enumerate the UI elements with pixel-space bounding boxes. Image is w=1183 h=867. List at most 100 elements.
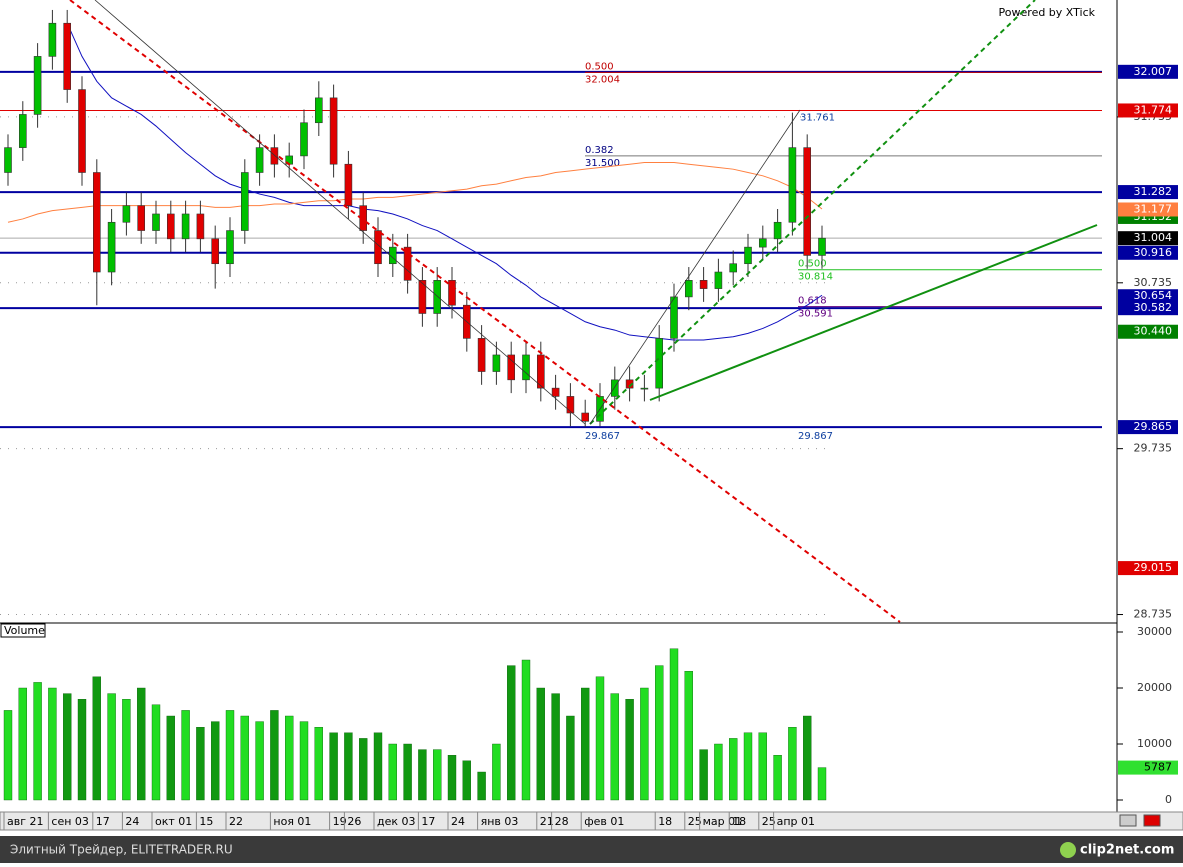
x-tick-label: 15 xyxy=(199,815,213,828)
volume-bar xyxy=(492,743,501,801)
volume-bar xyxy=(521,659,531,801)
volume-bar xyxy=(773,755,782,801)
volume-last-box xyxy=(1118,760,1178,775)
volume-tick-label: 10000 xyxy=(1137,737,1172,750)
candle-body xyxy=(93,172,101,273)
volume-label: Volume xyxy=(4,624,45,637)
x-tick-label: янв 03 xyxy=(481,815,519,828)
candle-body xyxy=(788,147,797,223)
red-trend-line xyxy=(69,0,901,623)
volume-bar xyxy=(63,693,72,801)
candle-body xyxy=(137,205,145,231)
candle-body xyxy=(477,338,486,372)
price-label-box xyxy=(1118,64,1178,79)
volume-bar xyxy=(359,738,368,801)
volume-bar xyxy=(729,738,738,801)
price-label: 31.004 xyxy=(1134,231,1173,244)
volume-bar xyxy=(196,727,205,801)
green-trend-line xyxy=(649,224,1098,401)
volume-bar xyxy=(344,732,353,801)
volume-bar xyxy=(758,732,767,801)
price-label: 32.007 xyxy=(1134,65,1173,78)
x-tick-label: 17 xyxy=(96,815,110,828)
volume-bar xyxy=(536,687,545,801)
price-label-box xyxy=(1118,324,1178,339)
volume-bar xyxy=(595,676,605,801)
x-tick-label: дек 03 xyxy=(377,815,416,828)
point-label: 31.761 xyxy=(800,113,835,124)
volume-tick-label: 20000 xyxy=(1137,681,1172,694)
candle-body xyxy=(314,97,323,124)
volume-bar xyxy=(18,687,27,801)
candle-body xyxy=(551,387,560,397)
x-tick-label: 19 xyxy=(333,815,347,828)
fib-price: 30.591 xyxy=(798,309,833,320)
candle-body xyxy=(758,238,767,248)
price-label-box xyxy=(1118,231,1178,246)
volume-bar xyxy=(285,715,294,801)
x-tick-label: окт 01 xyxy=(155,815,192,828)
x-tick-label: авг 21 xyxy=(7,815,44,828)
black-rally-line xyxy=(589,109,801,425)
x-tick-label: фев 01 xyxy=(584,815,624,828)
point-label: 29.867 xyxy=(798,431,833,442)
candle-body xyxy=(107,221,116,273)
candle-body xyxy=(610,379,619,397)
volume-bar xyxy=(122,699,131,801)
candle-body xyxy=(78,89,86,173)
volume-bar xyxy=(743,732,753,801)
volume-bar xyxy=(581,687,590,801)
candle-body xyxy=(152,213,160,231)
candle-body xyxy=(388,246,397,265)
volume-bar xyxy=(433,749,442,801)
candle-body xyxy=(344,163,353,206)
volume-bar xyxy=(166,715,176,801)
candle-body xyxy=(566,396,575,414)
volume-tick-label: 0 xyxy=(1165,793,1172,806)
x-tick-label: 18 xyxy=(732,815,746,828)
candle-body xyxy=(773,221,782,240)
x-tick-label: 22 xyxy=(229,815,243,828)
x-axis-strip xyxy=(0,811,1183,831)
candle-body xyxy=(374,230,382,265)
volume-label-box xyxy=(0,623,46,638)
volume-bar xyxy=(151,704,161,801)
price-label: 31.282 xyxy=(1134,185,1173,198)
candle-body xyxy=(300,122,308,157)
moving-average xyxy=(66,23,823,341)
candle-body xyxy=(803,147,812,256)
candle-body xyxy=(699,280,708,289)
volume-bar xyxy=(817,767,827,801)
volume-bar xyxy=(551,693,560,801)
footer-left: Элитный Трейдер, ELITETRADER.RU xyxy=(10,843,233,857)
footer-bar xyxy=(0,836,1183,863)
candle-body xyxy=(670,296,678,339)
price-label: 31.177 xyxy=(1134,202,1173,215)
volume-bar xyxy=(477,771,486,801)
candle-body xyxy=(48,22,57,57)
fib-price: 31.500 xyxy=(585,158,620,169)
price-label-box xyxy=(1118,301,1178,316)
scroll-icon[interactable] xyxy=(1119,814,1137,827)
price-label-box xyxy=(1118,103,1178,118)
price-label-box xyxy=(1118,245,1178,260)
candle-body xyxy=(18,114,27,148)
candle-body xyxy=(196,213,205,240)
candle-body xyxy=(167,213,175,240)
volume-bar xyxy=(270,710,279,801)
volume-last-label: 5787 xyxy=(1144,761,1172,774)
candle-body xyxy=(684,280,693,298)
price-label-box xyxy=(1118,420,1178,435)
price-label-box xyxy=(1118,289,1178,304)
x-tick-label: 17 xyxy=(421,815,435,828)
volume-bar xyxy=(388,743,397,801)
exit-icon[interactable] xyxy=(1143,814,1161,827)
volume-bar xyxy=(418,749,427,801)
volume-bar xyxy=(77,699,87,801)
price-label-box xyxy=(1118,185,1178,200)
price-label: 29.015 xyxy=(1134,561,1173,574)
candle-body xyxy=(448,280,456,306)
volume-bar xyxy=(803,715,812,801)
volume-bar xyxy=(566,715,575,801)
